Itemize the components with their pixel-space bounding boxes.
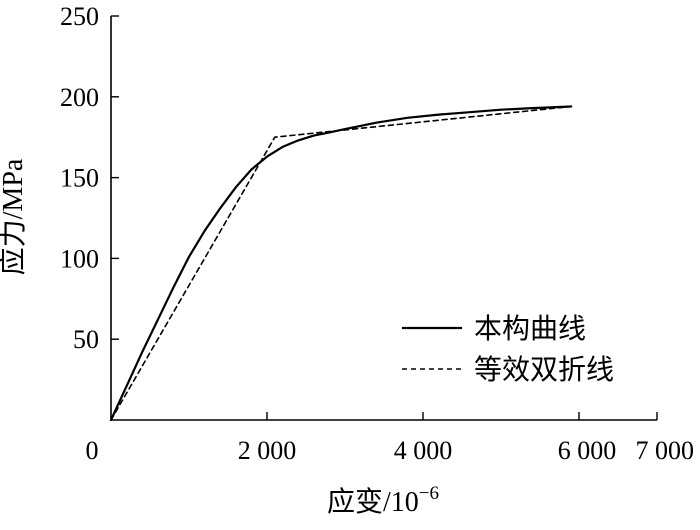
x-tick-label: 6 000: [558, 436, 617, 465]
x-tick-label: 2 000: [238, 436, 297, 465]
series-line-constitutive: [109, 105, 573, 422]
y-tick-label: 200: [60, 83, 99, 112]
x-axis-title-exponent: −6: [419, 483, 439, 504]
x-axis-title-base: 应变/10: [327, 486, 419, 518]
y-tick-label: 100: [60, 244, 99, 273]
axes: [110, 16, 657, 421]
y-tick-label: 250: [60, 2, 99, 31]
y-tick-label: 150: [60, 164, 99, 193]
x-tick-label: 0: [86, 436, 99, 465]
x-tick-label: 7 000: [636, 436, 695, 465]
ticks: 0 2 000 4 000 6 000 7 000 50 100 150 200 250: [60, 2, 694, 465]
x-axis-title: 应变/10−6: [327, 483, 439, 518]
legend: 本构曲线 等效双折线: [402, 313, 614, 386]
legend-label-bilinear: 等效双折线: [474, 354, 614, 386]
x-tick-label: 4 000: [394, 436, 453, 465]
series-lines: [109, 105, 573, 422]
legend-label-constitutive: 本构曲线: [474, 313, 586, 345]
y-tick-label: 50: [73, 325, 99, 354]
y-axis-title: 应力/MPa: [0, 158, 29, 275]
series-line-bilinear: [110, 105, 573, 421]
